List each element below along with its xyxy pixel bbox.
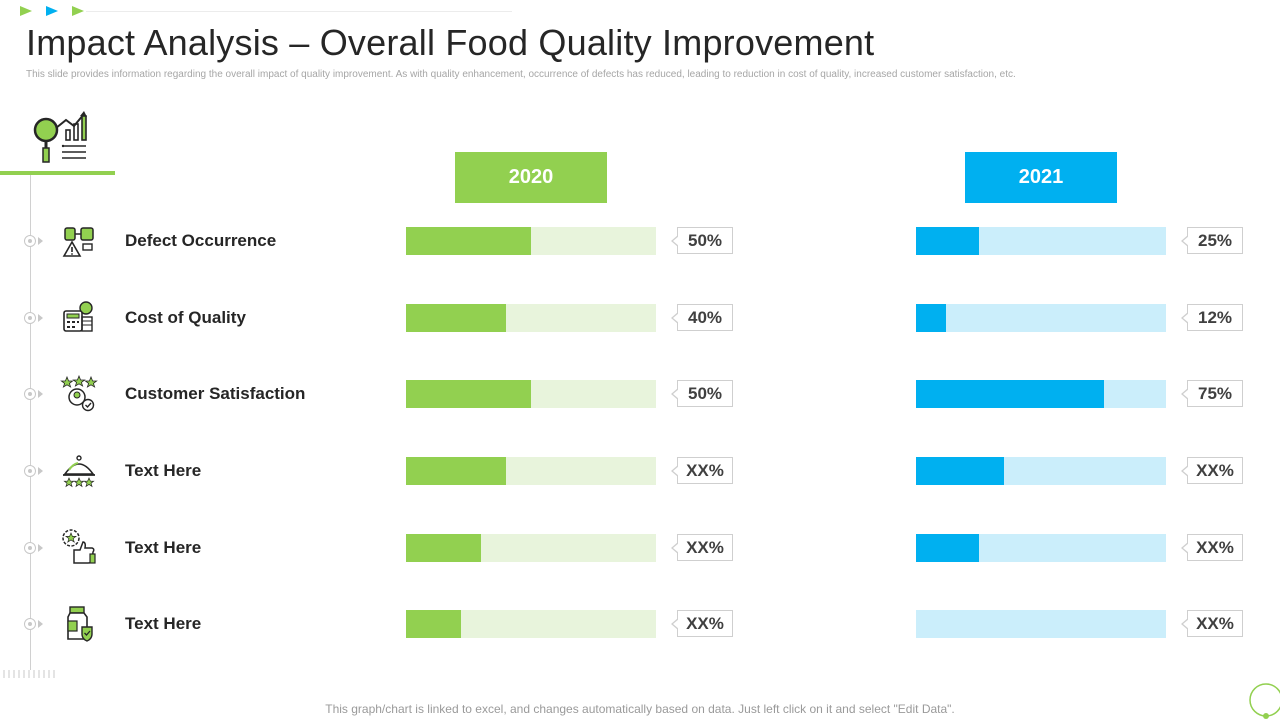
scale-ticks-decoration — [3, 670, 55, 678]
bar-track-2020 — [406, 227, 656, 255]
category-label: Cost of Quality — [125, 308, 246, 327]
bar-track-2020 — [406, 380, 656, 408]
timeline-marker — [24, 542, 43, 554]
bar-track-2021 — [916, 610, 1166, 638]
data-label-2020: 50% — [671, 380, 733, 407]
category-label: Text Here — [125, 538, 202, 557]
bar-2021 — [916, 534, 979, 562]
timeline-marker — [24, 465, 43, 477]
bar-2020 — [406, 304, 506, 332]
data-label-2020: XX% — [671, 457, 733, 484]
series-header-2020: 2020 — [455, 152, 607, 203]
bar-track-2021 — [916, 380, 1166, 408]
bar-2020 — [406, 380, 531, 408]
data-label-2021: XX% — [1181, 534, 1243, 561]
bar-2020 — [406, 534, 481, 562]
timeline-marker — [24, 312, 43, 324]
category-label: Text Here — [125, 461, 202, 480]
corner-circle-decoration — [1249, 683, 1280, 719]
data-label-2020: XX% — [671, 610, 733, 637]
bar-2020 — [406, 457, 506, 485]
data-label-2021: XX% — [1181, 610, 1243, 637]
data-label-2020: XX% — [671, 534, 733, 561]
timeline-marker — [24, 235, 43, 247]
customer-satisfaction-icon — [60, 375, 98, 412]
bar-2020 — [406, 610, 461, 638]
bar-track-2020 — [406, 534, 656, 562]
timeline-line — [30, 175, 31, 670]
category-label: Text Here — [125, 614, 202, 633]
series-header-2021: 2021 — [965, 152, 1117, 203]
bar-2021 — [916, 304, 946, 332]
footnote: This graph/chart is linked to excel, and… — [325, 702, 955, 716]
page-subtitle: This slide provides information regardin… — [26, 69, 1016, 80]
data-label-2020: 50% — [671, 227, 733, 254]
analysis-icon — [33, 111, 87, 163]
bar-2021 — [916, 457, 1004, 485]
cost-of-quality-icon — [63, 301, 93, 332]
header-arrows-decoration — [20, 6, 84, 16]
bar-track-2020 — [406, 457, 656, 485]
bar-2021 — [916, 227, 979, 255]
data-label-2021: 12% — [1181, 304, 1243, 331]
bar-track-2021 — [916, 457, 1166, 485]
data-label-2021: 75% — [1181, 380, 1243, 407]
bar-track-2021 — [916, 534, 1166, 562]
timeline-marker — [24, 618, 43, 630]
bar-track-2021 — [916, 227, 1166, 255]
quality-approval-icon — [62, 529, 96, 564]
data-label-2021: XX% — [1181, 457, 1243, 484]
defect-occurrence-icon — [62, 227, 94, 257]
data-label-2020: 40% — [671, 304, 733, 331]
food-service-icon — [63, 455, 95, 488]
accent-bar — [0, 171, 115, 175]
header-rule — [86, 11, 512, 12]
bar-track-2020 — [406, 610, 656, 638]
bar-2020 — [406, 227, 531, 255]
bar-2021 — [916, 380, 1104, 408]
bar-track-2020 — [406, 304, 656, 332]
category-label: Customer Satisfaction — [125, 384, 306, 403]
timeline-marker — [24, 388, 43, 400]
bar-track-2021 — [916, 304, 1166, 332]
data-label-2021: 25% — [1181, 227, 1243, 254]
category-label: Defect Occurrence — [125, 231, 277, 250]
page-title: Impact Analysis – Overall Food Quality I… — [26, 22, 875, 63]
food-package-icon — [67, 606, 93, 642]
